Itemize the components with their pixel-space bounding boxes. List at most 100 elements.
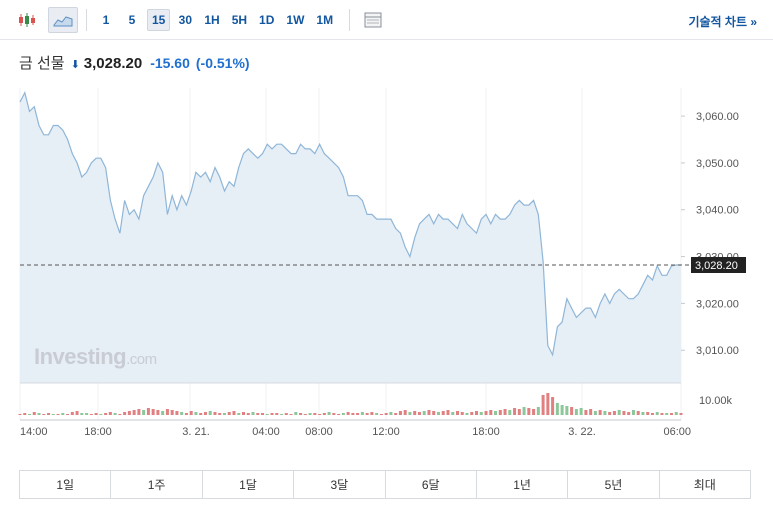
volume-bar bbox=[313, 413, 317, 415]
volume-bar bbox=[208, 411, 212, 415]
range-1w[interactable]: 1주 bbox=[111, 471, 203, 498]
volume-bar bbox=[641, 412, 645, 415]
interval-15[interactable]: 15 bbox=[147, 8, 171, 31]
x-tick-label: 3. 21. bbox=[182, 426, 210, 438]
range-6m[interactable]: 6달 bbox=[386, 471, 477, 498]
volume-bar bbox=[142, 410, 146, 415]
watermark-suffix: .com bbox=[126, 351, 157, 368]
volume-bar bbox=[146, 408, 150, 415]
price-change-percent: (-0.51%) bbox=[195, 55, 250, 71]
volume-bar bbox=[608, 412, 612, 415]
volume-bar bbox=[617, 410, 621, 415]
volume-bar bbox=[346, 412, 350, 415]
volume-bar bbox=[679, 413, 683, 415]
volume-bar bbox=[242, 412, 246, 415]
volume-bar bbox=[536, 407, 540, 415]
volume-bar bbox=[341, 413, 345, 415]
volume-bar bbox=[560, 405, 564, 415]
volume-bar bbox=[417, 412, 421, 415]
volume-bar bbox=[351, 413, 355, 415]
volume-bar bbox=[650, 413, 654, 415]
chart-toolbar: 1 5 15 30 1H 5H 1D 1W 1M 기술적 차트 » bbox=[0, 0, 773, 40]
volume-bar bbox=[70, 412, 74, 415]
volume-bar bbox=[379, 414, 383, 415]
volume-bar bbox=[327, 412, 331, 415]
volume-bar bbox=[99, 414, 103, 415]
price-chart-svg[interactable]: 3,060.003,050.003,040.003,030.003,020.00… bbox=[0, 80, 773, 445]
x-tick-label: 3. 22. bbox=[568, 426, 596, 438]
volume-bar bbox=[194, 412, 198, 415]
table-icon[interactable] bbox=[358, 7, 388, 33]
toolbar-separator bbox=[86, 8, 87, 31]
volume-bar bbox=[199, 413, 203, 415]
interval-1d[interactable]: 1D bbox=[259, 12, 275, 27]
volume-bar bbox=[227, 412, 231, 415]
volume-bar bbox=[565, 406, 569, 415]
volume-bar bbox=[389, 412, 393, 415]
volume-bar bbox=[475, 411, 479, 415]
volume-bar bbox=[75, 411, 79, 415]
volume-bar bbox=[436, 412, 440, 415]
volume-bar bbox=[89, 414, 93, 415]
volume-bar bbox=[669, 413, 673, 415]
range-1d[interactable]: 1일 bbox=[20, 471, 112, 498]
price-line bbox=[19, 91, 681, 357]
volume-bar bbox=[294, 412, 298, 415]
volume-bar bbox=[627, 412, 631, 415]
volume-bar bbox=[23, 413, 27, 415]
interval-1[interactable]: 1 bbox=[102, 12, 110, 27]
volume-bar bbox=[184, 413, 188, 415]
volume-bar bbox=[104, 413, 108, 415]
interval-1w[interactable]: 1W bbox=[286, 12, 305, 27]
volume-bar bbox=[280, 414, 284, 415]
interval-1m[interactable]: 1M bbox=[316, 12, 334, 27]
volume-bar bbox=[517, 409, 521, 415]
volume-bar bbox=[161, 411, 165, 415]
interval-30[interactable]: 30 bbox=[178, 12, 193, 27]
volume-bar bbox=[508, 410, 512, 415]
last-price-label: 3,028.20 bbox=[695, 260, 738, 272]
volume-bar bbox=[612, 411, 616, 415]
range-1y[interactable]: 1년 bbox=[477, 471, 569, 498]
volume-bar bbox=[398, 411, 402, 415]
range-5y[interactable]: 5년 bbox=[568, 471, 660, 498]
volume-bar bbox=[446, 410, 450, 415]
volume-bar bbox=[570, 407, 574, 415]
technical-chart-link[interactable]: 기술적 차트 » bbox=[688, 15, 757, 29]
range-max[interactable]: 최대 bbox=[693, 478, 716, 492]
last-price-badge bbox=[691, 257, 746, 273]
candlestick-icon[interactable] bbox=[12, 7, 42, 33]
volume-bar bbox=[579, 408, 583, 415]
volume-bar bbox=[80, 413, 84, 415]
volume-bar bbox=[370, 412, 374, 415]
investing-watermark: Investing.com bbox=[34, 344, 157, 370]
interval-5h[interactable]: 5H bbox=[231, 12, 248, 27]
price-chart[interactable]: 3,060.003,050.003,040.003,030.003,020.00… bbox=[0, 80, 773, 445]
volume-bar bbox=[322, 413, 326, 415]
volume-bar bbox=[655, 412, 659, 415]
y-tick-label: 3,060.00 bbox=[696, 111, 739, 123]
volume-bar bbox=[137, 409, 141, 415]
interval-5[interactable]: 5 bbox=[128, 12, 136, 27]
y-tick-label: 3,010.00 bbox=[696, 345, 739, 357]
volume-bar bbox=[503, 409, 507, 415]
quote-header: 금 선물 ⬇ 3,028.20 -15.60 (-0.51%) bbox=[19, 52, 250, 73]
volume-bar bbox=[237, 413, 241, 415]
range-3m[interactable]: 3달 bbox=[294, 471, 386, 498]
area-chart-icon[interactable] bbox=[48, 6, 78, 33]
volume-bar bbox=[636, 411, 640, 415]
volume-bar bbox=[113, 413, 117, 415]
volume-bar bbox=[303, 414, 307, 415]
volume-bar bbox=[318, 414, 322, 415]
x-tick-label: 08:00 bbox=[305, 426, 333, 438]
range-1m[interactable]: 1달 bbox=[203, 471, 295, 498]
y-tick-label: 3,050.00 bbox=[696, 158, 739, 170]
volume-bar bbox=[551, 397, 555, 415]
interval-1h[interactable]: 1H bbox=[204, 12, 220, 27]
x-tick-label: 18:00 bbox=[472, 426, 500, 438]
volume-bar bbox=[61, 413, 65, 415]
time-range-selector: 1일 1주 1달 3달 6달 1년 5년 최대 bbox=[19, 470, 751, 499]
x-tick-label: 12:00 bbox=[372, 426, 400, 438]
volume-bar bbox=[413, 411, 417, 415]
volume-bar bbox=[151, 409, 155, 415]
